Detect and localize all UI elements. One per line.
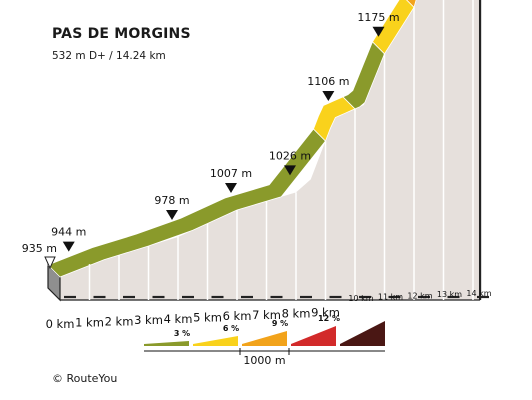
x-tick-label: 3 km: [134, 313, 163, 327]
x-tick-label: 11 km: [378, 293, 403, 302]
x-tick-label: 9 km: [311, 305, 340, 319]
legend-label: 9 %: [272, 319, 288, 328]
legend-swatch: [144, 341, 189, 346]
x-tick-label: 14 km: [466, 289, 491, 298]
legend-swatch: [242, 331, 287, 346]
x-tick-label: 1 km: [75, 316, 104, 330]
elevation-marker-icon: [372, 26, 385, 37]
legend-scale-label: 1000 m: [243, 354, 285, 367]
legend-swatch: [193, 336, 238, 346]
x-tick-label: 7 km: [252, 308, 281, 322]
profile-front-face: [60, 0, 481, 300]
profile-top-bands: [47, 0, 417, 278]
marker-label: 978 m: [154, 194, 189, 207]
elevation-marker-icon: [322, 90, 335, 101]
marker-label: 1106 m: [307, 75, 349, 88]
x-ticks: 0 km 1 km 2 km 3 km 4 km 5 km 6 km 7 km 8 km 9 km…: [46, 289, 492, 331]
copyright-text: © RouteYou: [52, 372, 118, 385]
start-marker-icon: [44, 256, 56, 270]
elevation-marker-icon: [166, 210, 178, 221]
profile-front: [47, 0, 489, 302]
x-tick-label: 4 km: [164, 312, 193, 326]
legend-label: 12 %: [318, 314, 340, 323]
marker-label: 935 m: [22, 242, 57, 255]
chart-title: PAS DE MORGINS: [52, 26, 191, 42]
legend: 3 % 6 % 9 % 12 % 1000 m: [144, 314, 385, 367]
marker-label: 1007 m: [210, 167, 252, 180]
elevation-marker-icon: [62, 241, 75, 252]
legend-swatch: [291, 326, 336, 346]
x-tick-label: 5 km: [193, 311, 222, 325]
chart-subtitle: 532 m D+ / 14.24 km: [52, 50, 166, 62]
elevation-marker-icon: [284, 165, 296, 176]
marker-label: 944 m: [51, 226, 86, 239]
x-tick-label: 0 km: [46, 317, 75, 331]
profile-segment-4: [406, 0, 417, 9]
x-tick-label: 8 km: [282, 307, 311, 321]
legend-label: 3 %: [174, 329, 190, 338]
legend-swatch: [340, 321, 385, 346]
legend-label: 6 %: [223, 324, 239, 333]
x-tick-label: 10 km: [348, 294, 373, 303]
profile-km-slices: [88, 0, 474, 300]
marker-label: 1175 m: [357, 11, 399, 24]
x-tick-label: 6 km: [223, 309, 252, 323]
marker-label: 1026 m: [269, 149, 311, 162]
elevation-marker-icon: [225, 183, 237, 194]
x-tick-label: 2 km: [105, 314, 134, 328]
x-tick-label: 13 km: [437, 290, 462, 299]
x-tick-label: 12 km: [407, 291, 432, 300]
